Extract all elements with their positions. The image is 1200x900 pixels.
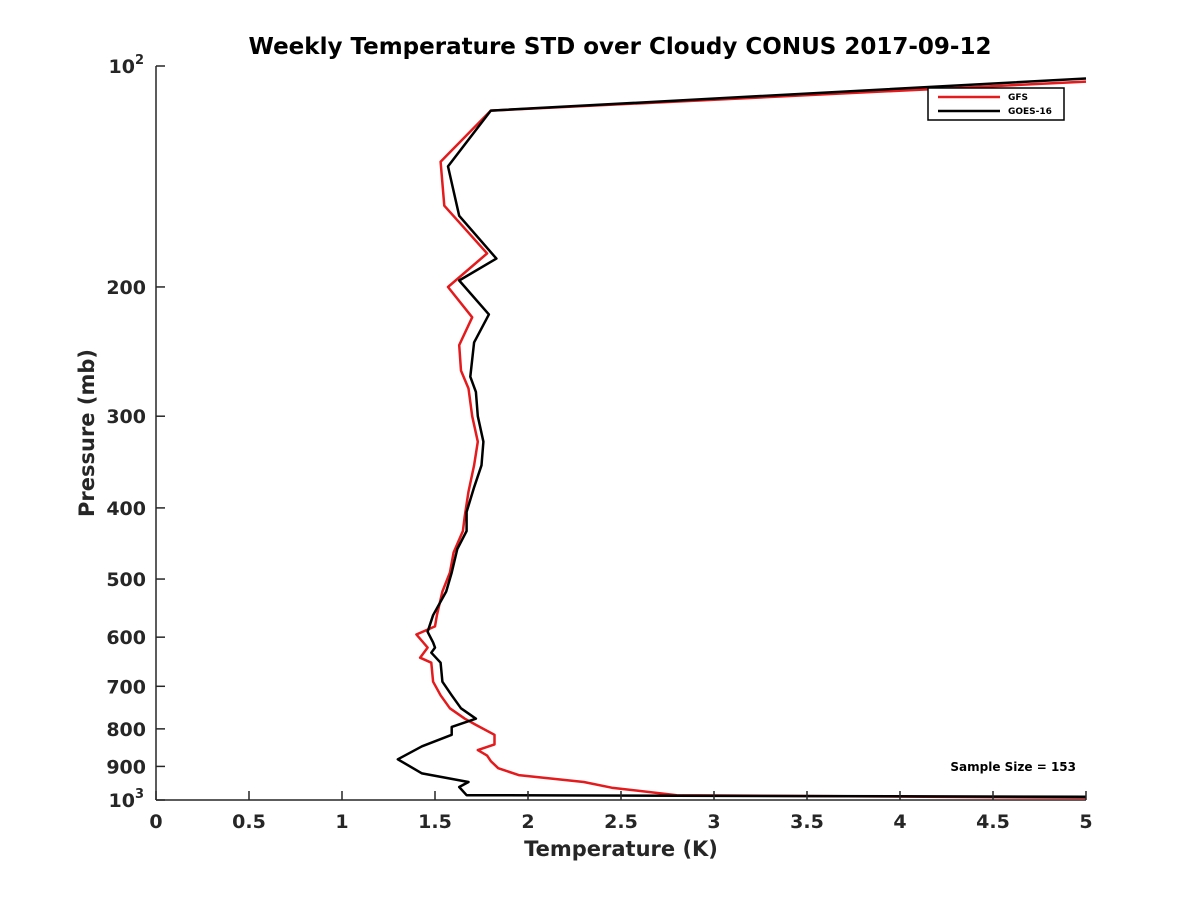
legend-label-goes16: GOES-16 <box>1008 107 1052 117</box>
y-tick-label: 102 <box>109 53 145 78</box>
series-line-gfs <box>415 80 1087 800</box>
x-tick-label: 0 <box>149 811 162 833</box>
y-tick-label: 500 <box>106 569 146 591</box>
y-tick-label: 103 <box>109 787 145 812</box>
y-axis-title: Pressure (mb) <box>75 349 99 517</box>
y-tick-label: 200 <box>106 277 146 299</box>
x-tick-label: 4 <box>893 811 906 833</box>
sample-size-annotation: Sample Size = 153 <box>950 760 1076 774</box>
y-tick-label: 700 <box>106 676 146 698</box>
x-tick-label: 2 <box>521 811 534 833</box>
x-tick-label: 0.5 <box>232 811 266 833</box>
chart-title: Weekly Temperature STD over Cloudy CONUS… <box>249 34 992 60</box>
y-tick-label: 900 <box>106 756 146 778</box>
x-tick-label: 3.5 <box>790 811 824 833</box>
legend-box <box>927 87 1065 121</box>
legend: GFS GOES-16 <box>927 87 1065 121</box>
legend-label-gfs: GFS <box>1008 93 1028 103</box>
y-tick-label: 800 <box>106 719 146 741</box>
x-tick-label: 4.5 <box>976 811 1010 833</box>
y-tick-label: 300 <box>106 406 146 428</box>
plot-lines <box>396 77 1087 800</box>
y-tick-label: 600 <box>106 627 146 649</box>
x-axis-title: Temperature (K) <box>524 837 718 861</box>
x-tick-label: 3 <box>707 811 720 833</box>
x-tick-label: 1 <box>335 811 348 833</box>
y-tick-label: 400 <box>106 498 146 520</box>
x-tick-label: 2.5 <box>604 811 638 833</box>
y-axis-ticks: 102 200 300 400 500 600 700 800 900 103 <box>106 53 165 812</box>
series-line-goes16 <box>396 77 1087 799</box>
x-tick-label: 1.5 <box>418 811 452 833</box>
x-axis-ticks: 0 0.5 1 1.5 2 2.5 3 3.5 4 4.5 5 <box>149 791 1093 833</box>
x-tick-label: 5 <box>1079 811 1092 833</box>
